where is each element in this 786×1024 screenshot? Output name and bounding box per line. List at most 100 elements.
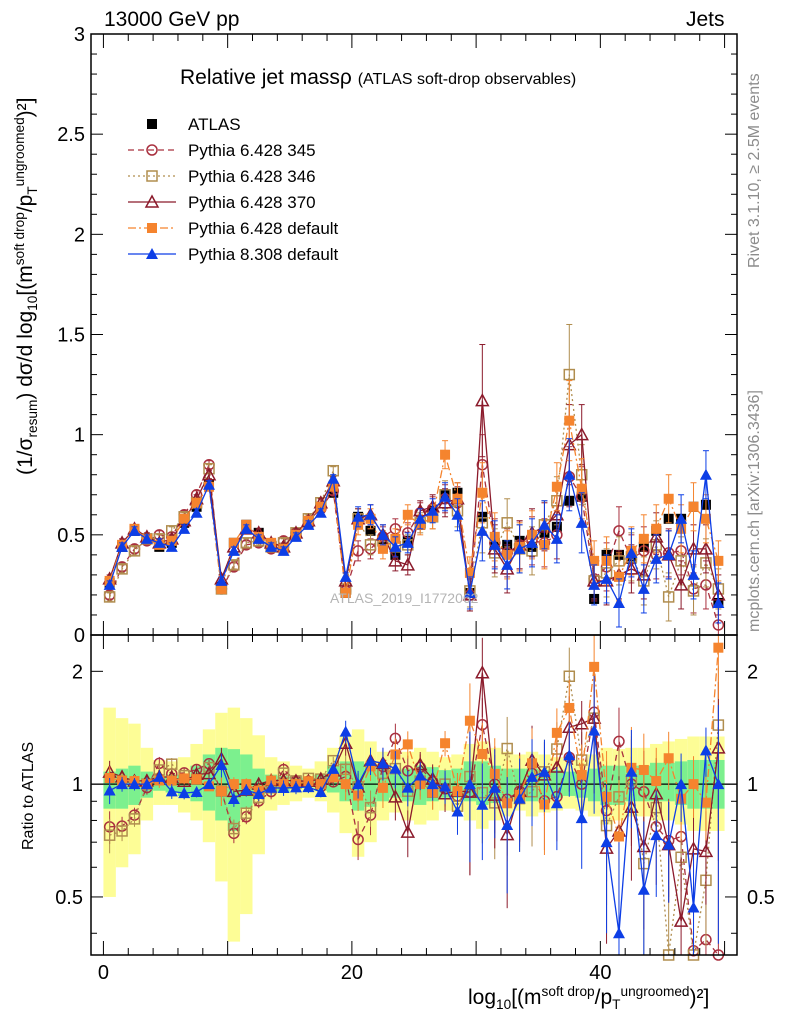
ratio-point <box>475 665 490 679</box>
data-point <box>128 545 141 557</box>
data-point <box>600 572 613 584</box>
data-point <box>513 542 526 554</box>
ratio-point <box>699 744 712 756</box>
ratio-uncertainty-bands <box>103 707 725 942</box>
chart-title: Relative jet massρ (ATLAS soft-drop obse… <box>180 66 576 90</box>
ratio-tick-label: 0.5 <box>55 887 83 909</box>
data-point <box>302 518 315 530</box>
y-tick-label: 0.5 <box>57 525 85 547</box>
ratio-point <box>673 913 689 927</box>
data-point <box>388 553 403 567</box>
ratio-point <box>116 778 129 790</box>
data-point <box>563 368 576 381</box>
legend-label: Pythia 6.428 345 <box>188 141 316 160</box>
ratio-point <box>476 798 489 810</box>
legend-marker <box>146 248 158 259</box>
data-point <box>612 596 625 608</box>
data-point <box>216 583 227 594</box>
data-point <box>352 510 365 522</box>
ratio-point <box>302 781 315 793</box>
data-point <box>116 563 128 575</box>
ratio-point <box>116 825 128 837</box>
data-point <box>277 544 290 556</box>
y-tick-label: 1.5 <box>57 325 85 347</box>
data-point <box>401 536 414 548</box>
data-point <box>289 530 302 542</box>
legend-label: Pythia 8.308 default <box>188 245 339 264</box>
ratio-point <box>364 754 377 766</box>
data-point <box>240 537 253 549</box>
data-point <box>673 577 689 591</box>
ratio-point <box>228 779 239 790</box>
x-tick-label: 0 <box>98 962 109 984</box>
ratio-point <box>153 770 166 782</box>
ratio-point <box>314 785 327 797</box>
ratio-point <box>402 739 413 750</box>
ratio-point <box>675 778 688 790</box>
ratio-point <box>352 833 364 846</box>
ratio-point <box>191 774 202 785</box>
ratio-point <box>203 778 216 790</box>
data-point <box>327 472 340 484</box>
data-point <box>501 558 514 570</box>
data-point <box>698 541 714 555</box>
ratio-point <box>564 702 575 713</box>
legend-item-pythia-6-428-346: Pythia 6.428 346 <box>128 167 316 186</box>
data-point <box>699 468 712 480</box>
ratio-point <box>712 778 725 790</box>
ratio-point <box>140 778 153 790</box>
data-point <box>564 415 575 426</box>
data-point <box>252 532 265 544</box>
ratio-point <box>687 901 700 913</box>
axis-ticks: 00.511.522.530.5 0.51 12 20 20 40 <box>55 24 775 984</box>
x-tick-label: 20 <box>341 962 363 984</box>
data-point <box>712 596 725 608</box>
watermark: ATLAS_2019_I1772062 <box>330 590 479 606</box>
ratio-point <box>513 792 526 804</box>
ratio-point <box>600 836 613 848</box>
ratio-tick-label: 0.5 <box>747 887 775 909</box>
data-point <box>575 516 588 528</box>
ratio-point <box>216 786 227 797</box>
legend-item-pythia-6-428-345: Pythia 6.428 345 <box>128 141 316 160</box>
ratio-point <box>463 778 476 790</box>
mcplots-label: mcplots.cern.ch [arXiv:1306.3436] <box>746 390 763 632</box>
data-point <box>501 517 513 529</box>
data-point <box>240 522 253 534</box>
legend-label: ATLAS <box>188 115 241 134</box>
ratio-point <box>328 772 339 783</box>
ratio-series-pythia-8-308-default <box>103 675 725 955</box>
data-point <box>377 543 388 554</box>
ratio-point <box>426 778 439 790</box>
data-point <box>662 548 675 560</box>
data-point <box>550 532 563 544</box>
data-point <box>227 544 240 556</box>
data-point <box>476 524 489 536</box>
ratio-point <box>240 784 253 796</box>
ratio-point <box>575 812 588 824</box>
data-point <box>613 571 624 582</box>
x-tick-label: 40 <box>589 962 611 984</box>
legend-item-pythia-6-428-default: Pythia 6.428 default <box>128 219 339 238</box>
ratio-point <box>563 749 576 761</box>
ratio-point <box>128 778 141 790</box>
ratio-point <box>277 781 290 793</box>
data-point <box>687 568 700 580</box>
data-point <box>339 570 352 582</box>
data-point <box>439 490 452 502</box>
ratio-point <box>638 764 649 775</box>
data-point <box>675 512 688 524</box>
ratio-point <box>389 762 402 774</box>
ratio-panel-series <box>102 635 726 961</box>
ratio-point <box>388 789 403 803</box>
data-point <box>365 525 376 536</box>
ratio-point <box>588 724 601 736</box>
data-point <box>464 567 475 578</box>
legend-marker <box>144 194 160 208</box>
ratio-point <box>501 819 514 831</box>
ratio-point <box>364 801 377 814</box>
ratio-point <box>265 781 278 793</box>
series-pythia-8-308-default <box>103 438 725 628</box>
ratio-point <box>376 757 389 769</box>
data-point <box>140 532 153 544</box>
